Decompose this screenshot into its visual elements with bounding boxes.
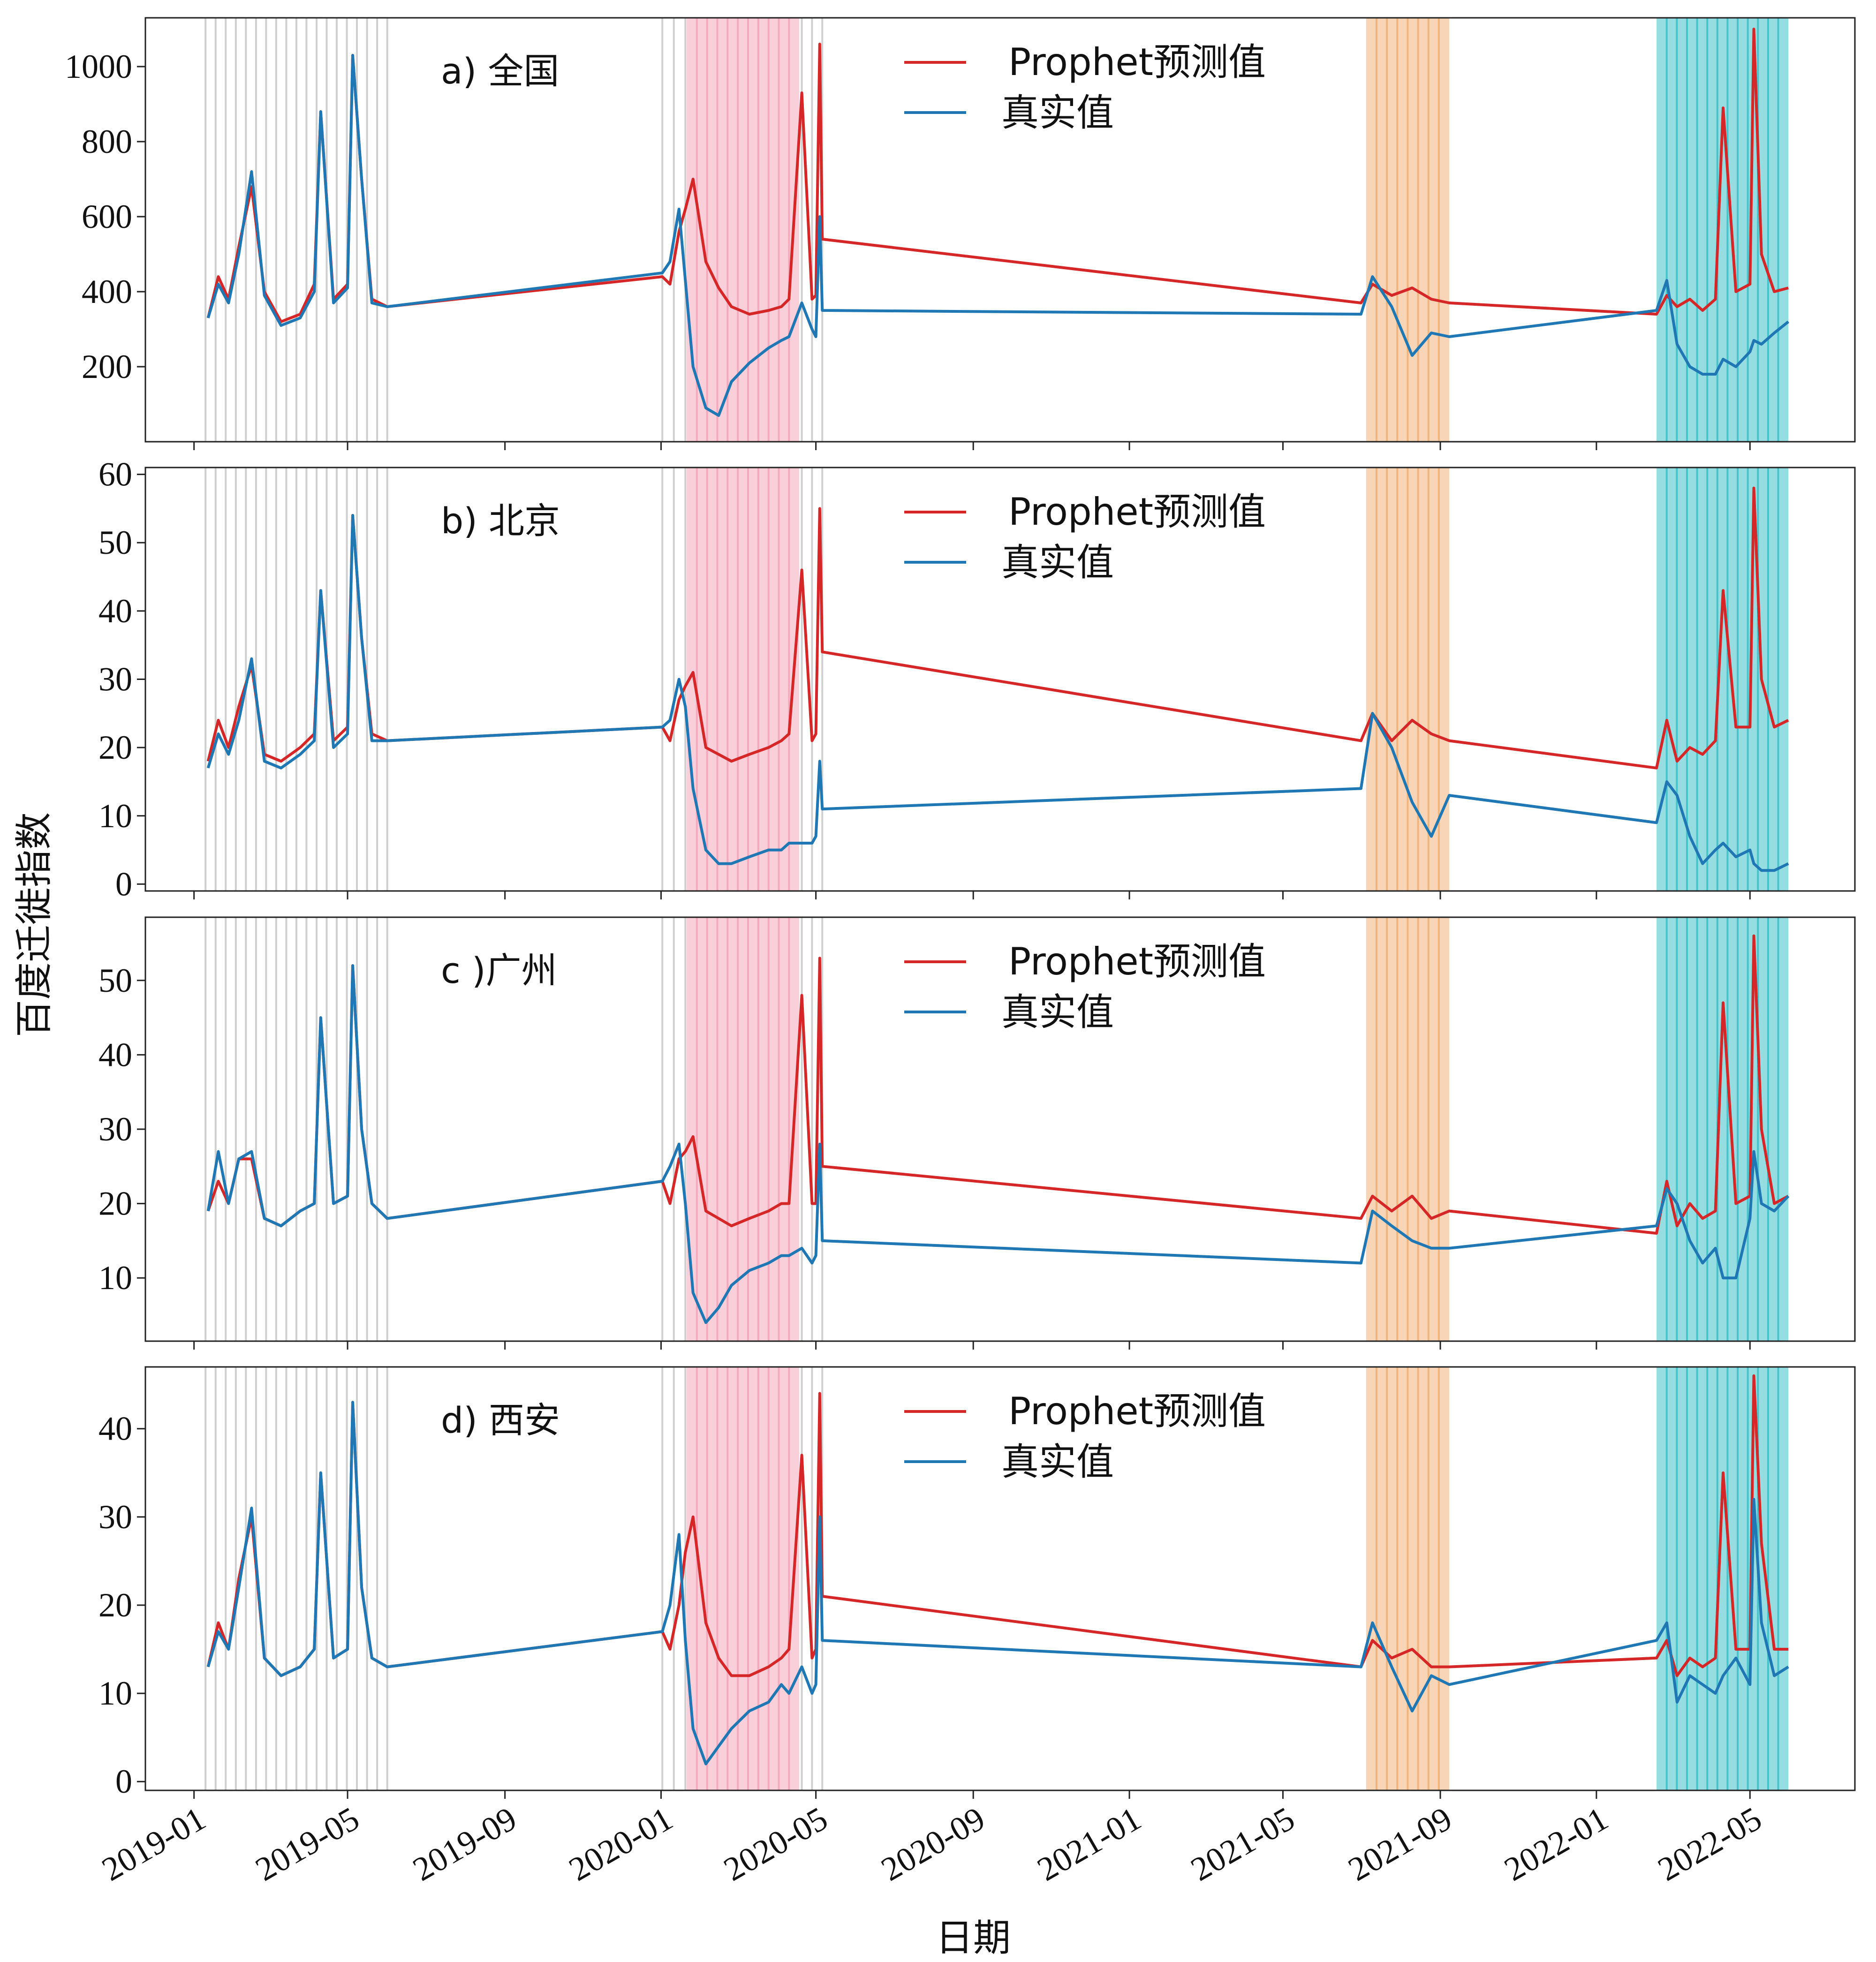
- y-tick-label: 400: [82, 273, 132, 310]
- shaded-period: [687, 468, 800, 891]
- shaded-period: [687, 917, 800, 1341]
- legend-label-actual: 真实值: [1001, 990, 1114, 1034]
- y-tick-label: 20: [98, 1185, 132, 1222]
- panel-label: c )广州: [441, 950, 557, 991]
- shaded-period: [687, 1367, 800, 1790]
- legend-label-prophet: Prophet预测值: [1008, 490, 1266, 534]
- y-tick-label: 0: [115, 865, 132, 903]
- legend-label-prophet: Prophet预测值: [1008, 40, 1266, 84]
- y-tick-label: 10: [98, 797, 132, 835]
- series-line-actual: [206, 1401, 1789, 1766]
- x-axis-title: 日期: [936, 1916, 1011, 1960]
- shaded-period: [687, 18, 800, 442]
- axes-frame: [144, 17, 1856, 443]
- y-tick-label: 50: [98, 962, 132, 999]
- y-axis-title: 百度迁徙指数: [12, 812, 56, 1037]
- y-tick-label: 10: [98, 1259, 132, 1297]
- y-tick-label: 200: [82, 348, 132, 385]
- shaded-period: [1657, 18, 1789, 442]
- y-tick-label: 600: [82, 198, 132, 235]
- y-tick-label: 10: [98, 1675, 132, 1712]
- series-line-actual: [206, 514, 1789, 872]
- axes-frame: [144, 1366, 1856, 1791]
- y-tick-label: 60: [98, 456, 132, 493]
- y-tick-label: 20: [98, 729, 132, 766]
- series-line-actual: [206, 964, 1790, 1324]
- y-tick-label: 20: [98, 1586, 132, 1624]
- y-tick-label: 40: [98, 1036, 132, 1073]
- y-tick-label: 30: [98, 661, 132, 698]
- y-tick-label: 40: [98, 1410, 132, 1448]
- legend-label-actual: 真实值: [1001, 91, 1114, 135]
- y-tick-label: 1000: [65, 48, 132, 85]
- legend-label-prophet: Prophet预测值: [1008, 940, 1266, 983]
- legend-label-actual: 真实值: [1001, 541, 1114, 584]
- y-tick-label: 30: [98, 1110, 132, 1148]
- panel-label: d) 西安: [441, 1399, 560, 1441]
- panel-label: a) 全国: [441, 50, 559, 92]
- legend-label-actual: 真实值: [1001, 1440, 1114, 1484]
- shaded-period: [1657, 468, 1789, 891]
- y-tick-label: 40: [98, 592, 132, 630]
- series-line-actual: [206, 54, 1789, 417]
- y-tick-label: 0: [115, 1763, 132, 1800]
- y-tick-label: 30: [98, 1498, 132, 1536]
- legend-label-prophet: Prophet预测值: [1008, 1389, 1266, 1433]
- panel-label: b) 北京: [441, 500, 560, 542]
- y-tick-label: 800: [82, 123, 132, 160]
- y-tick-label: 50: [98, 524, 132, 561]
